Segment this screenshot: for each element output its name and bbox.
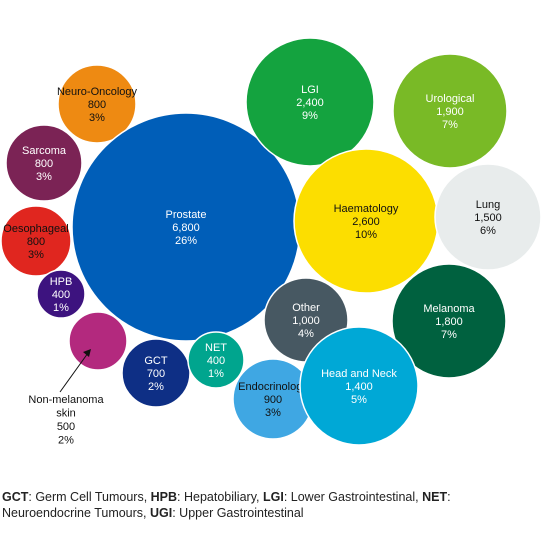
bubble-chart: Neuro-Oncology 800 3% Sarcoma 800 3% Oesophage…	[0, 37, 542, 447]
bubble-lung	[434, 163, 542, 271]
footnote-abbr-net: NET	[422, 490, 448, 504]
bubble-label-urological: Urological 1,900 7%	[426, 93, 475, 131]
bubble-label-prostate: Prostate 6,800 26%	[166, 209, 207, 247]
footnote-text-lgi: : Lower Gastrointestinal,	[283, 490, 423, 504]
bubble-label-oesophageal: Oesophageal 800 3%	[3, 223, 68, 261]
bubble-label-lung: Lung 1,500 6%	[474, 199, 502, 237]
bubble-label-head-and-neck: Head and Neck 1,400 5%	[321, 368, 397, 406]
footnote-abbr-hpb: HPB	[150, 490, 178, 504]
bubble-label-sarcoma: Sarcoma 800 3%	[22, 145, 67, 183]
bubble-label-hpb: HPB 400 1%	[50, 276, 73, 314]
footnote-abbr-lgi: LGI	[262, 490, 284, 504]
bubble-sarcoma	[5, 124, 83, 202]
bubble-melanoma	[391, 263, 507, 379]
footnote-abbr-gct: GCT	[2, 490, 29, 504]
bubble-label-endocrinology: Endocrinology 900 3%	[238, 381, 308, 419]
footnote-text-ugi: : Upper Gastrointestinal	[172, 506, 304, 520]
bubble-urological	[392, 53, 508, 169]
abbreviations-footnote: GCT: Germ Cell Tumours, HPB: Hepatobilia…	[2, 489, 542, 521]
bubble-hpb	[36, 269, 86, 319]
bubble-non-melanoma-skin	[68, 311, 128, 371]
footnote-text-gct: : Germ Cell Tumours,	[28, 490, 151, 504]
footnote-text-net: : Neuroendocrine Tumours,	[2, 490, 451, 520]
bubble-label-lgi: LGI 2,400 9%	[296, 84, 324, 122]
footnote-text-hpb: : Hepatobiliary,	[177, 490, 263, 504]
bubble-label-gct: GCT 700 2%	[144, 355, 168, 393]
skin-label-arrowhead	[83, 349, 91, 357]
bubble-oesophageal	[0, 205, 72, 277]
footnote-abbr-ugi: UGI	[150, 506, 173, 520]
bubble-gct	[121, 338, 191, 408]
bubble-net	[187, 331, 245, 389]
bubble-head-and-neck	[299, 326, 419, 446]
bubble-label-other: Other 1,000 4%	[292, 302, 320, 340]
bubble-lgi	[245, 37, 375, 167]
skin-label-arrow	[59, 352, 89, 393]
bubble-label-melanoma: Melanoma 1,800 7%	[423, 303, 475, 341]
bubble-label-non-melanoma-skin: Non-melanoma skin 500 2%	[28, 394, 104, 447]
bubble-neuro-oncology	[57, 64, 137, 144]
bubble-label-net: NET 400 1%	[205, 342, 227, 380]
bubble-label-neuro-oncology: Neuro-Oncology 800 3%	[57, 86, 138, 124]
bubble-label-haematology: Haematology 2,600 10%	[334, 203, 399, 241]
